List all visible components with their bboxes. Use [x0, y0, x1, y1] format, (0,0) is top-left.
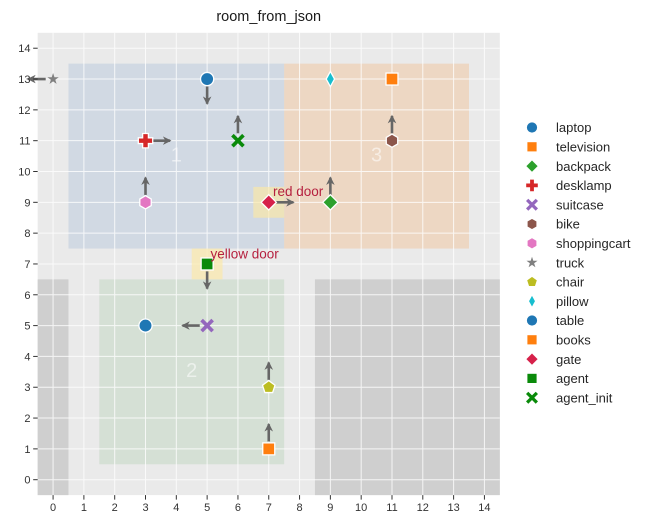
svg-text:7: 7 — [266, 502, 272, 514]
svg-text:10: 10 — [355, 502, 367, 514]
svg-text:7: 7 — [24, 259, 30, 271]
svg-text:0: 0 — [50, 502, 56, 514]
svg-text:1: 1 — [171, 144, 182, 166]
svg-text:2: 2 — [112, 502, 118, 514]
svg-text:5: 5 — [204, 502, 210, 514]
svg-text:desklamp: desklamp — [556, 178, 612, 193]
svg-text:shoppingcart: shoppingcart — [556, 236, 631, 251]
svg-text:gate: gate — [556, 352, 581, 367]
svg-text:11: 11 — [386, 502, 397, 514]
svg-text:10: 10 — [18, 167, 30, 179]
svg-text:0: 0 — [24, 475, 30, 487]
svg-text:table: table — [556, 313, 584, 328]
svg-text:3: 3 — [371, 144, 382, 166]
svg-text:8: 8 — [24, 228, 30, 240]
svg-text:8: 8 — [296, 502, 302, 514]
svg-text:pillow: pillow — [556, 294, 589, 309]
svg-text:6: 6 — [235, 502, 241, 514]
svg-text:13: 13 — [447, 502, 459, 514]
svg-text:chair: chair — [556, 275, 585, 290]
svg-text:laptop: laptop — [556, 120, 591, 135]
svg-text:4: 4 — [173, 502, 179, 514]
svg-text:television: television — [556, 140, 610, 155]
svg-text:books: books — [556, 333, 591, 348]
svg-text:12: 12 — [18, 105, 30, 117]
svg-text:truck: truck — [556, 255, 585, 270]
svg-text:suitcase: suitcase — [556, 197, 604, 212]
svg-text:1: 1 — [24, 444, 30, 456]
svg-text:14: 14 — [478, 502, 490, 514]
svg-text:5: 5 — [24, 321, 30, 333]
svg-text:9: 9 — [24, 197, 30, 209]
svg-text:bike: bike — [556, 217, 580, 232]
svg-text:9: 9 — [327, 502, 333, 514]
svg-text:1: 1 — [81, 502, 87, 514]
svg-text:agent: agent — [556, 371, 589, 386]
svg-text:2: 2 — [24, 413, 30, 425]
svg-text:4: 4 — [24, 351, 30, 363]
svg-text:12: 12 — [417, 502, 429, 514]
svg-text:14: 14 — [18, 43, 30, 55]
svg-text:agent_init: agent_init — [556, 390, 613, 405]
svg-text:yellow door: yellow door — [211, 247, 280, 262]
svg-text:3: 3 — [24, 382, 30, 394]
svg-text:6: 6 — [24, 290, 30, 302]
svg-text:backpack: backpack — [556, 159, 611, 174]
svg-text:red door: red door — [273, 184, 324, 199]
svg-text:3: 3 — [142, 502, 148, 514]
svg-text:2: 2 — [186, 360, 197, 382]
svg-text:11: 11 — [19, 136, 30, 148]
svg-text:13: 13 — [18, 74, 30, 86]
